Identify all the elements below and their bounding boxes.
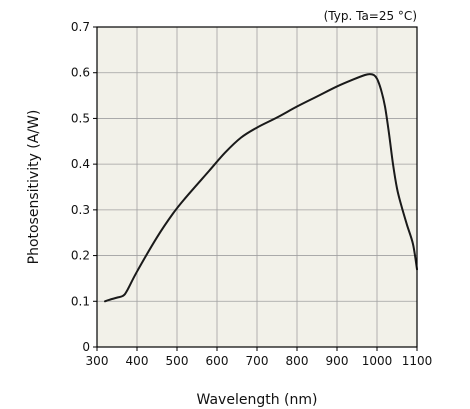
- y-tick-label: 0.6: [71, 66, 90, 80]
- y-axis-title: Photosensitivity (A/W): [26, 110, 42, 265]
- y-tick-label: 0.3: [71, 203, 90, 217]
- y-tick-label: 0.7: [71, 20, 90, 34]
- x-axis-title: Wavelength (nm): [197, 392, 318, 408]
- photosensitivity-line: [104, 73, 418, 303]
- condition-annotation: (Typ. Ta=25 °C): [324, 9, 417, 23]
- y-tick-label: 0: [82, 340, 90, 354]
- x-tick-label: 700: [246, 354, 269, 368]
- x-tick-label: 800: [286, 354, 309, 368]
- y-tick-label: 0.5: [71, 111, 90, 125]
- x-tick-label: 1100: [402, 354, 433, 368]
- x-tick-label: 300: [86, 354, 109, 368]
- y-tick-label: 0.4: [71, 157, 90, 171]
- x-tick-label: 900: [326, 354, 349, 368]
- x-tick-label: 600: [206, 354, 229, 368]
- y-axis-ticks: 0 0.1 0.2 0.3 0.4 0.5 0.6 0.7: [71, 20, 97, 354]
- y-tick-label: 0.2: [71, 249, 90, 263]
- series-layer: [104, 73, 418, 303]
- x-tick-label: 400: [126, 354, 149, 368]
- x-tick-label: 500: [166, 354, 189, 368]
- x-axis-ticks: 300 400 500 600 700 800 900 1000 1100: [86, 347, 433, 368]
- x-tick-label: 1000: [362, 354, 393, 368]
- grid-lines: [97, 27, 417, 347]
- y-tick-label: 0.1: [71, 294, 90, 308]
